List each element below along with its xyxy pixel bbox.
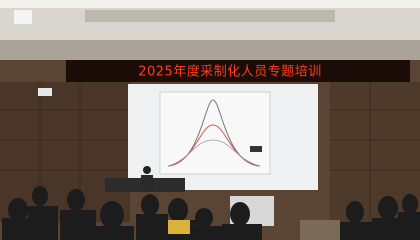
wall-sign — [38, 88, 52, 96]
slide-legend — [250, 146, 262, 152]
banner-text: 2025年度采制化人员专题培训 — [138, 64, 322, 80]
chairs — [300, 220, 340, 240]
scene: 2025年度采制化人员专题培训 — [0, 0, 420, 240]
yellow-jacket — [168, 220, 190, 234]
page: {"banner": {"text": "2025年度采制化人员专题培训"}} … — [0, 0, 420, 240]
presenter-head — [143, 166, 151, 174]
ceiling-light — [14, 10, 32, 24]
presenter-body — [141, 175, 153, 191]
slide-plot-area — [160, 92, 270, 174]
ceiling-beam — [0, 40, 420, 60]
ceiling-panel — [85, 10, 335, 22]
ceiling-edge — [0, 0, 420, 8]
